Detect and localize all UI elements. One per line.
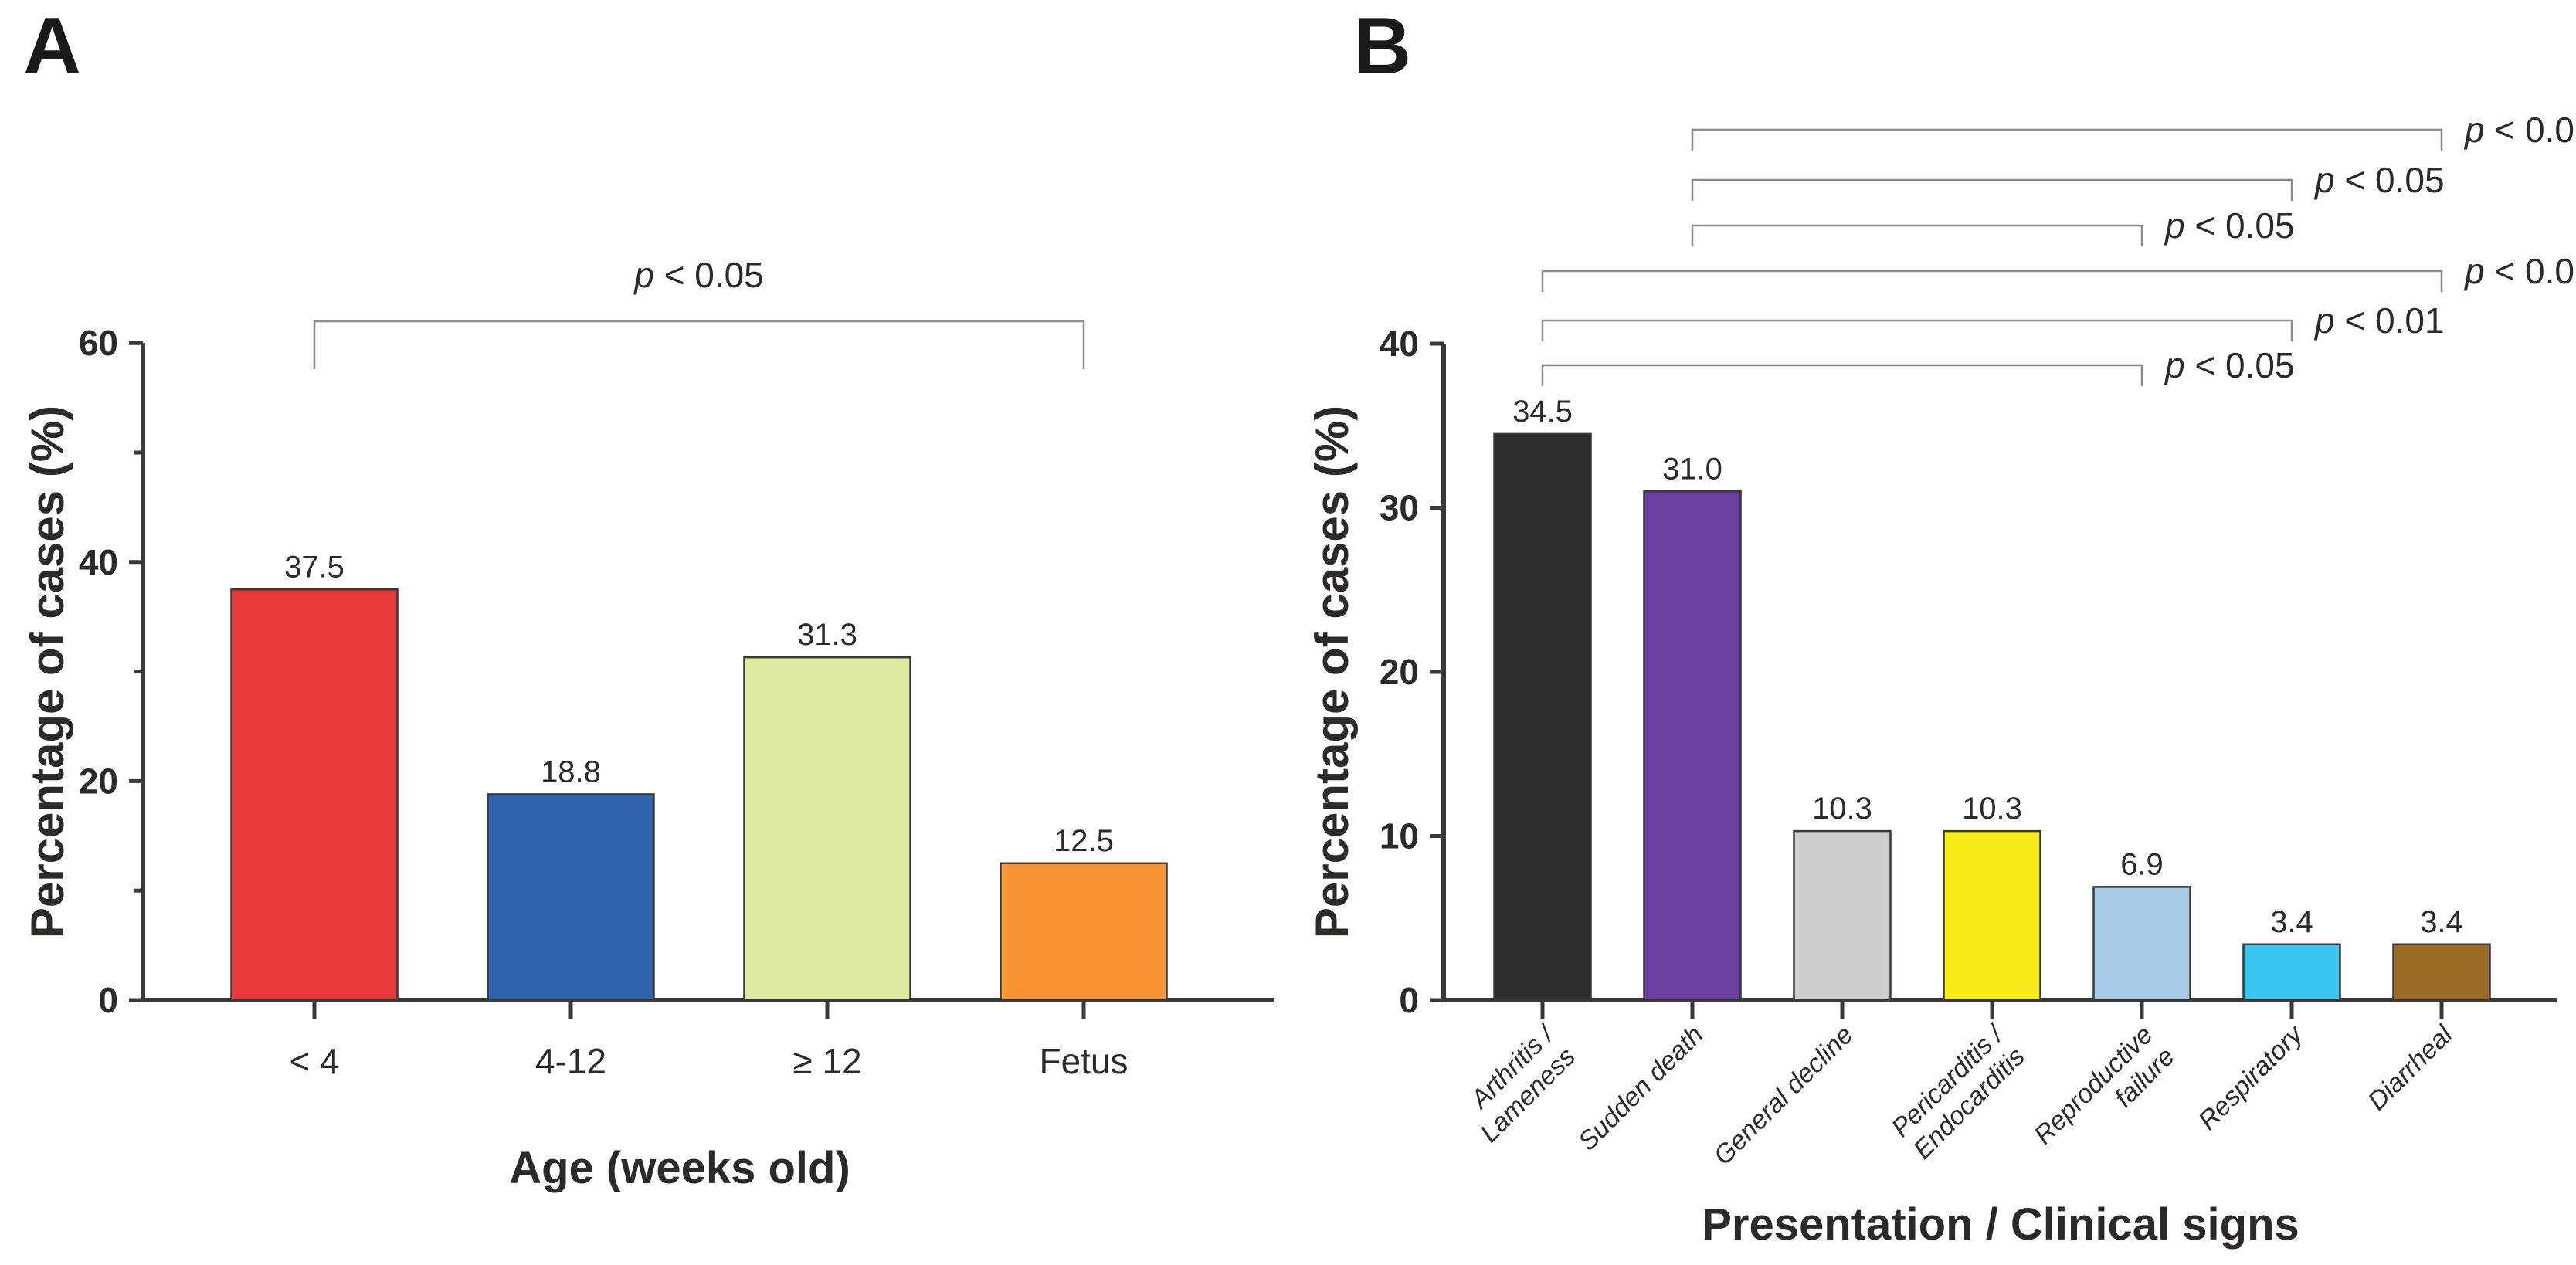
bar-diarrheal <box>2392 943 2491 1002</box>
y-tick-label: 0 <box>98 980 118 1020</box>
value-label-pericarditis-endocarditis: 10.3 <box>1962 792 2022 826</box>
y-tick-label: 10 <box>1380 816 1419 856</box>
y-axis-title: Percentage of cases (%) <box>22 405 73 938</box>
bar-general-decline <box>1793 829 1892 1002</box>
bar-pericarditis-endocarditis <box>1943 829 2041 1002</box>
bar-12 <box>743 656 911 1002</box>
category-label-4-12: 4-12 <box>535 1041 606 1081</box>
y-tick-label: 0 <box>1399 980 1419 1020</box>
y-axis-title: Percentage of cases (%) <box>1306 405 1358 938</box>
value-label-respiratory: 3.4 <box>2270 905 2313 939</box>
panel-a-chart: 0 20 40 60 37.5 < 4 18.8 4-12 31.3 ≥ 12 12.5 Fetus A… <box>22 255 1274 1193</box>
significance-bracket-arthritis-lameness-vs-respiratory <box>1541 319 2293 341</box>
category-label-reproductive-failure: Reproductivefailure <box>2028 1020 2181 1172</box>
value-label-4: 37.5 <box>284 550 344 584</box>
category-label-general-decline: General decline <box>1708 1020 1858 1171</box>
value-label-general-decline: 10.3 <box>1812 792 1872 826</box>
bar-sudden-death <box>1643 490 1742 1002</box>
category-label-fetus: Fetus <box>1039 1041 1128 1081</box>
value-label-reproductive-failure: 6.9 <box>2120 847 2164 881</box>
y-tick-label: 30 <box>1380 488 1419 528</box>
panel-b: B 0 10 20 30 40 34.5 Arthritis /Lameness 31.0 Su… <box>1282 0 2576 1265</box>
category-label-pericarditis-endocarditis: Pericarditis /Endocarditis <box>1885 1018 2032 1165</box>
category-label-12: ≥ 12 <box>792 1041 861 1081</box>
y-tick-label: 40 <box>79 542 118 582</box>
panel-a: A 0 20 40 60 37.5 < 4 18.8 4-12 31.3 ≥ 12 12.5 Fetu… <box>0 0 1282 1265</box>
category-label-sudden-death: Sudden death <box>1573 1020 1709 1157</box>
significance-bracket-sudden-death-vs-respiratory <box>1691 178 2293 201</box>
value-label-sudden-death: 31.0 <box>1662 452 1722 486</box>
category-label-arthritis-lameness: Arthritis /Lameness <box>1453 1018 1583 1148</box>
panel-b-chart: 0 10 20 30 40 34.5 Arthritis /Lameness 31.0 Sudd… <box>1306 110 2576 1250</box>
category-label-4: < 4 <box>289 1041 339 1081</box>
significance-bracket-arthritis-lameness-vs-diarrheal <box>1541 270 2443 292</box>
significance-label-4-vs-fetus: p < 0.05 <box>633 255 764 295</box>
value-label-arthritis-lameness: 34.5 <box>1512 395 1573 429</box>
y-tick-label: 20 <box>79 761 118 801</box>
significance-label-arthritis-lameness-vs-diarrheal: p < 0.01 <box>2463 251 2576 291</box>
bar-4-12 <box>487 793 655 1002</box>
significance-label-arthritis-lameness-vs-reproductive-failure: p < 0.05 <box>2164 345 2295 385</box>
y-tick-label: 20 <box>1380 652 1419 692</box>
significance-bracket-sudden-death-vs-diarrheal <box>1691 128 2443 151</box>
value-label-12: 31.3 <box>797 618 857 652</box>
significance-bracket-sudden-death-vs-reproductive-failure <box>1691 224 2143 246</box>
significance-label-sudden-death-vs-diarrheal: p < 0.05 <box>2463 110 2576 150</box>
significance-label-arthritis-lameness-vs-respiratory: p < 0.01 <box>2313 300 2445 341</box>
bar-arthritis-lameness <box>1493 432 1592 1002</box>
y-tick-label: 60 <box>79 323 118 363</box>
x-axis-title: Presentation / Clinical signs <box>1702 1199 2299 1250</box>
category-label-respiratory: Respiratory <box>2193 1019 2310 1135</box>
bar-reproductive-failure <box>2092 886 2191 1002</box>
y-tick-label: 40 <box>1380 324 1419 364</box>
value-label-4-12: 18.8 <box>541 755 601 789</box>
significance-bracket-arthritis-lameness-vs-reproductive-failure <box>1541 364 2143 386</box>
bar-4 <box>230 588 399 1002</box>
category-label-diarrheal: Diarrheal <box>2362 1019 2459 1116</box>
significance-label-sudden-death-vs-respiratory: p < 0.05 <box>2313 160 2445 200</box>
x-axis-title: Age (weeks old) <box>509 1143 850 1193</box>
value-label-fetus: 12.5 <box>1054 824 1114 858</box>
panel-a-letter: A <box>23 2 82 91</box>
bar-respiratory <box>2242 943 2341 1002</box>
value-label-diarrheal: 3.4 <box>2420 905 2463 939</box>
bar-fetus <box>1000 862 1168 1002</box>
significance-bracket-4-vs-fetus <box>313 320 1085 369</box>
panel-b-letter: B <box>1353 2 1412 91</box>
significance-label-sudden-death-vs-reproductive-failure: p < 0.05 <box>2164 205 2295 246</box>
